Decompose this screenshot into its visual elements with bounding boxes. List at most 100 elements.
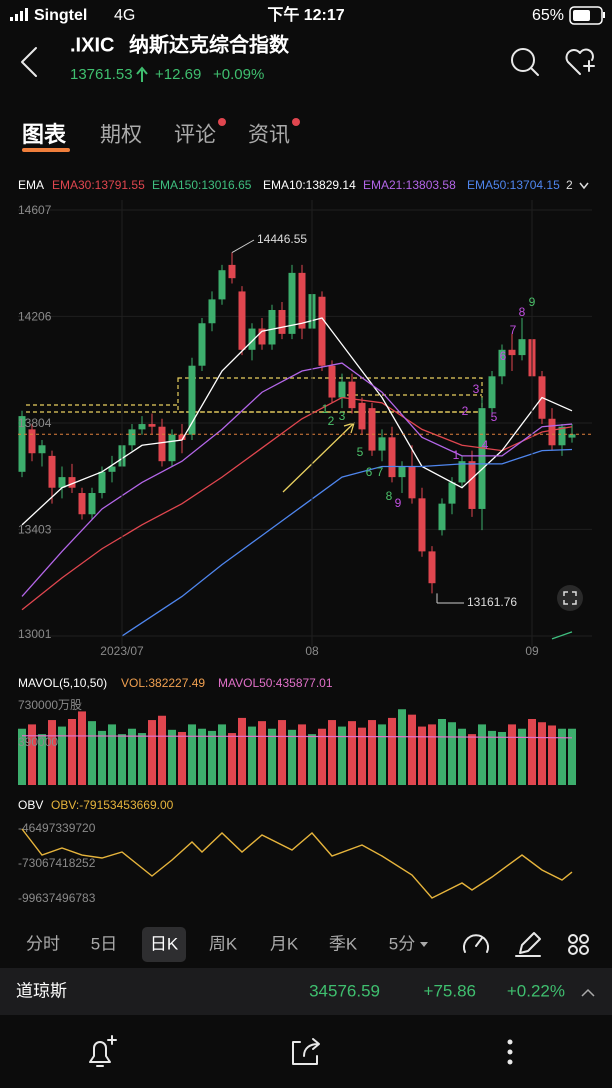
td-mark: 4 <box>482 438 489 452</box>
change: +12.69 <box>155 66 201 83</box>
candle-body <box>188 365 196 435</box>
more-button[interactable] <box>507 1039 513 1065</box>
badge <box>218 118 226 126</box>
volume-bar <box>258 721 266 785</box>
candle-body <box>228 264 236 279</box>
watchlist-button[interactable] <box>565 48 595 75</box>
candle-body <box>68 477 76 488</box>
search-button[interactable] <box>511 48 539 76</box>
tab[interactable]: 期权 <box>100 124 142 147</box>
share-button[interactable] <box>292 1038 320 1065</box>
back-button[interactable] <box>21 47 37 77</box>
period-button[interactable]: 5分 <box>389 934 415 953</box>
y-tick-label: 14206 <box>18 310 52 324</box>
low-label: 13161.76 <box>467 595 517 609</box>
x-tick-label: 08 <box>305 644 319 658</box>
alert-button[interactable] <box>89 1035 117 1067</box>
candle-body <box>298 272 306 329</box>
volume-bar <box>508 724 516 785</box>
period-button[interactable]: 日K <box>150 934 179 953</box>
ema-line <box>21 396 573 611</box>
period-button[interactable]: 分时 <box>26 934 60 953</box>
td-mark: 3 <box>473 382 480 396</box>
candle-body <box>518 339 526 356</box>
up-arrow <box>136 66 148 82</box>
candle-body <box>458 461 466 483</box>
volume-bar <box>398 709 406 785</box>
ticker-change: +75.86 <box>424 981 476 1000</box>
volume-bar <box>528 718 536 785</box>
candle-body <box>558 426 566 446</box>
volume-bar <box>478 724 486 785</box>
tab[interactable]: 资讯 <box>248 124 290 147</box>
candle-body <box>218 270 226 300</box>
volume-bar <box>188 724 196 785</box>
index-name: 纳斯达克综合指数 <box>129 32 290 56</box>
expand[interactable] <box>581 988 595 997</box>
candle-body <box>448 482 456 504</box>
volume-bar <box>298 724 306 785</box>
td-mark: 1 <box>453 448 460 462</box>
volume-bar <box>378 724 386 785</box>
ema-more[interactable]: 2 <box>566 178 573 192</box>
tab[interactable]: 图表 <box>22 122 67 147</box>
vol-value: VOL:382227.49 <box>121 676 205 690</box>
volume-bar <box>208 730 216 785</box>
td-mark: 2 <box>462 404 469 418</box>
price: 13761.53 <box>70 66 133 83</box>
volume-bar <box>48 720 56 785</box>
volume-bar <box>178 731 186 785</box>
candle-body <box>198 323 206 366</box>
candle-body <box>48 455 56 488</box>
period-dropdown[interactable] <box>420 942 428 947</box>
fullscreen-button[interactable] <box>557 585 583 611</box>
x-tick-label: 09 <box>525 644 539 658</box>
candle-body <box>378 437 386 451</box>
indicator-button[interactable] <box>463 934 489 953</box>
td-mark: 6 <box>366 465 373 479</box>
draw-button[interactable] <box>515 932 541 957</box>
candle-body <box>288 272 296 334</box>
ticker-pct: +0.22% <box>507 981 565 1000</box>
period-button[interactable]: 月K <box>270 934 299 953</box>
td-mark: 9 <box>395 496 402 510</box>
candle-body <box>368 408 376 451</box>
volume-bar <box>518 728 526 785</box>
high-pointer <box>231 239 255 253</box>
volume-bar <box>168 729 176 785</box>
volume-bar <box>78 711 86 785</box>
volume-bar <box>198 728 206 785</box>
battery-text: 65% <box>532 7 564 24</box>
obv-label: OBV <box>18 798 43 812</box>
volume-bar <box>348 721 356 785</box>
candle-body <box>238 291 246 350</box>
period-button[interactable]: 周K <box>209 934 238 953</box>
candle-body <box>418 498 426 552</box>
ema-line <box>121 448 573 637</box>
td-mark: 5 <box>491 410 498 424</box>
tab[interactable]: 评论 <box>174 124 216 147</box>
layout-button[interactable] <box>568 934 589 955</box>
volume-bar <box>238 717 246 785</box>
volume-bar <box>418 726 426 785</box>
obv-line <box>21 828 573 899</box>
y-tick-label: 390000 <box>18 735 58 749</box>
obv-value: OBV:-79153453669.00 <box>51 798 174 812</box>
volume-bar <box>438 718 446 785</box>
td-mark: 6 <box>500 349 507 363</box>
high-label: 14446.55 <box>257 232 307 246</box>
ticker-row[interactable] <box>0 968 612 1015</box>
symbol: .IXIC <box>70 34 114 56</box>
period-button[interactable]: 季K <box>329 934 358 953</box>
period-button[interactable]: 5日 <box>91 934 117 953</box>
ema-dropdown[interactable] <box>579 182 589 190</box>
td-mark: 7 <box>510 323 517 337</box>
candle-body <box>338 381 346 398</box>
candle-body <box>358 402 366 430</box>
volume-bar <box>318 728 326 785</box>
y-tick-label: -73067418252 <box>18 856 96 870</box>
candle-body <box>38 445 46 454</box>
candle-body <box>178 434 186 440</box>
candle-body <box>488 376 496 409</box>
volume-bar <box>468 734 476 785</box>
